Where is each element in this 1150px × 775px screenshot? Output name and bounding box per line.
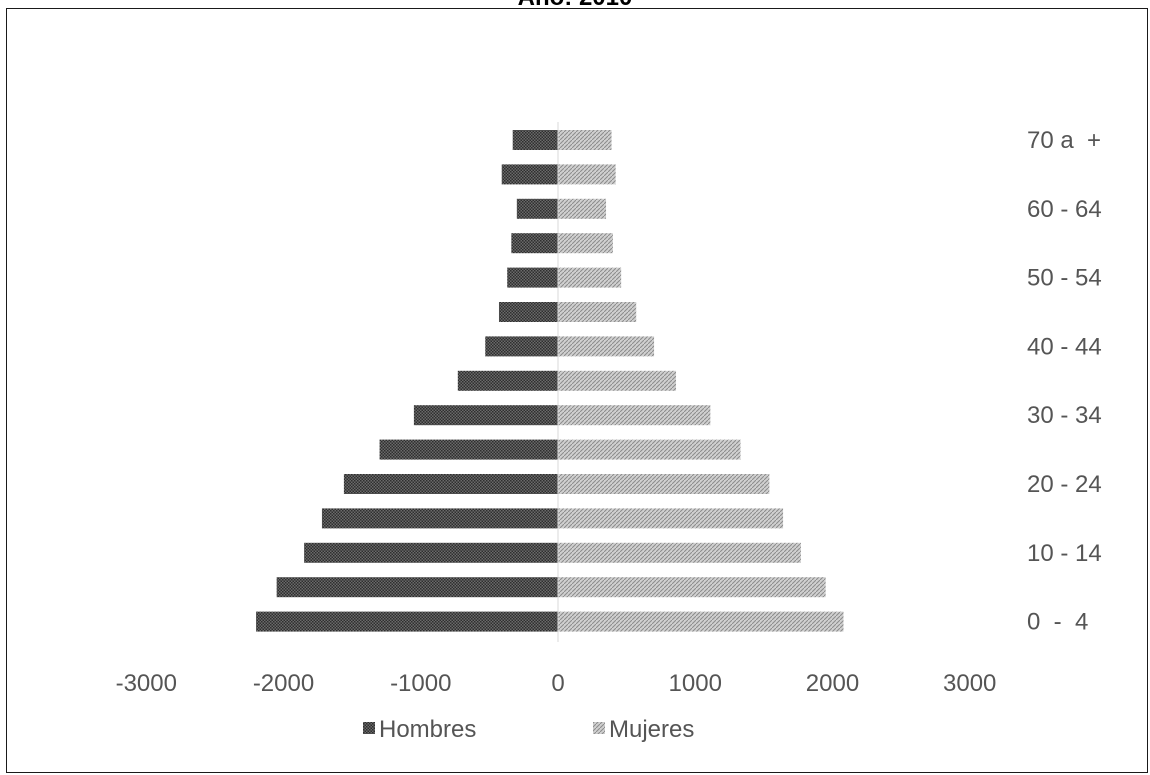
- bar-hombres-5-9: [276, 577, 558, 598]
- x-tick-label: -1000: [390, 670, 451, 697]
- legend-swatch-mujeres: [593, 722, 605, 734]
- category-label: 20 - 24: [1027, 471, 1102, 498]
- bar-mujeres-5-9: [558, 577, 826, 598]
- bar-mujeres-45-49: [558, 302, 637, 322]
- bar-mujeres-60-64: [558, 198, 607, 219]
- bar-mujeres-20-24: [558, 474, 770, 494]
- bar-mujeres-50-54: [558, 267, 622, 288]
- bar-hombres-70aplus: [512, 130, 558, 150]
- bar-mujeres-65-69: [558, 164, 616, 185]
- bar-mujeres-25-29: [558, 439, 741, 460]
- category-label: 60 - 64: [1027, 196, 1102, 223]
- bar-hombres-60-64: [516, 198, 558, 219]
- bar-mujeres-40-44: [558, 336, 655, 357]
- bar-mujeres-0-4: [558, 611, 844, 632]
- bar-mujeres-30-34: [558, 405, 711, 426]
- bar-mujeres-55-59: [558, 233, 613, 254]
- x-tick-label: -2000: [253, 670, 314, 697]
- bar-hombres-25-29: [379, 439, 558, 460]
- bar-mujeres-70aplus: [558, 130, 612, 150]
- bar-hombres-45-49: [498, 302, 558, 322]
- bar-hombres-50-54: [507, 267, 558, 288]
- bar-hombres-0-4: [256, 611, 558, 632]
- category-label: 50 - 54: [1027, 265, 1102, 292]
- bar-mujeres-35-39: [558, 370, 677, 391]
- x-tick-label: 0: [551, 670, 564, 697]
- x-tick-label: 2000: [806, 670, 859, 697]
- bar-hombres-30-34: [413, 405, 558, 426]
- category-label: 0 - 4: [1027, 609, 1088, 636]
- bar-hombres-10-14: [304, 542, 558, 563]
- category-label: 10 - 14: [1027, 540, 1102, 567]
- bar-hombres-35-39: [457, 370, 558, 391]
- legend-swatch-hombres: [363, 722, 375, 734]
- category-label: 30 - 34: [1027, 402, 1102, 429]
- bar-hombres-20-24: [343, 474, 558, 494]
- bar-mujeres-15-19: [558, 508, 784, 529]
- x-tick-label: 1000: [669, 670, 722, 697]
- bar-hombres-15-19: [321, 508, 558, 529]
- x-tick-label: 3000: [943, 670, 996, 697]
- bar-mujeres-10-14: [558, 542, 801, 563]
- chart-title: Año: 2010: [0, 0, 1150, 10]
- legend-label-hombres: Hombres: [379, 716, 476, 743]
- bar-hombres-40-44: [485, 336, 558, 357]
- category-label: 70 a +: [1027, 127, 1101, 154]
- legend-label-mujeres: Mujeres: [609, 716, 694, 743]
- bar-hombres-55-59: [511, 233, 558, 254]
- bar-hombres-65-69: [501, 164, 558, 185]
- category-label: 40 - 44: [1027, 333, 1102, 360]
- x-tick-label: -3000: [116, 670, 177, 697]
